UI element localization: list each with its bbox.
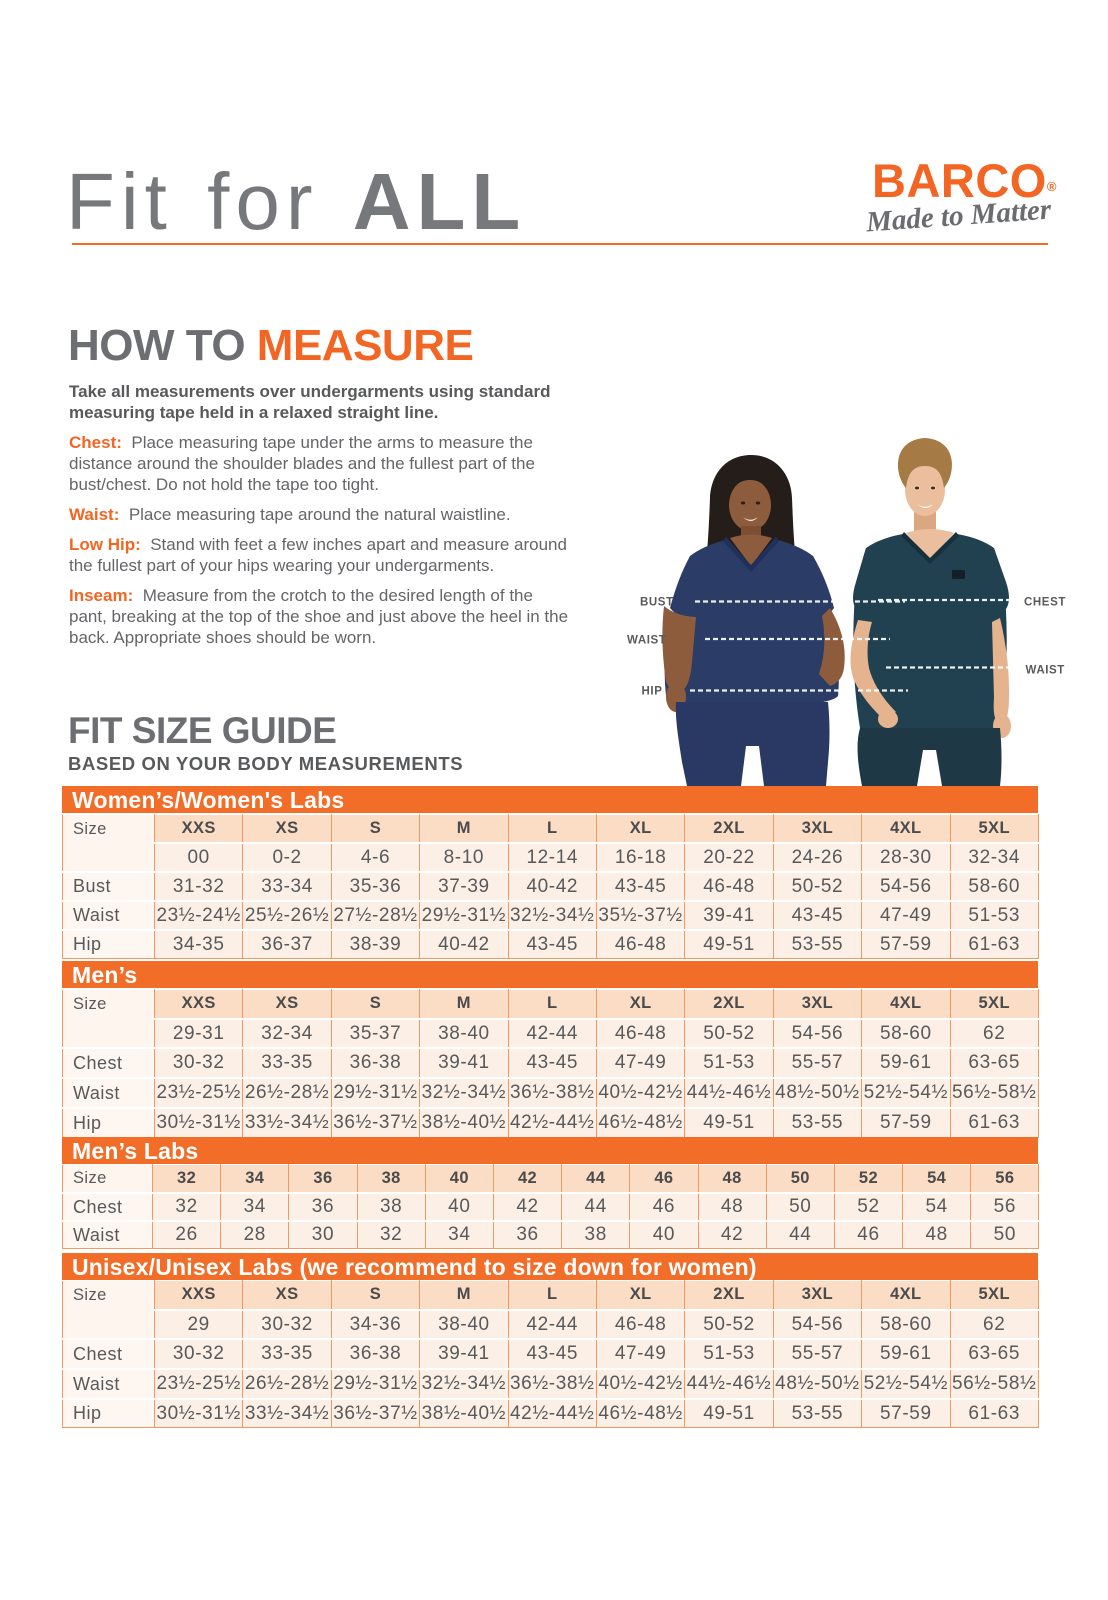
svg-text:BUST: BUST <box>640 597 674 609</box>
svg-text:HIP: HIP <box>642 686 663 698</box>
svg-text:WAIST: WAIST <box>1026 665 1065 677</box>
svg-text:WAIST: WAIST <box>627 635 666 647</box>
svg-text:CHEST: CHEST <box>1024 597 1066 609</box>
